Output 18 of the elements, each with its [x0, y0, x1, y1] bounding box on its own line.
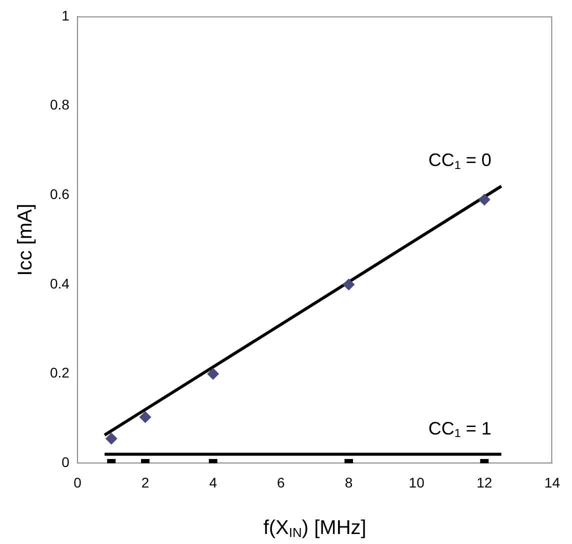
y-axis-title: Icc [mA]	[14, 204, 37, 276]
x-tick-label: 12	[476, 474, 492, 490]
x-tick-label: 8	[344, 474, 353, 490]
y-tick-label: 0.2	[50, 364, 70, 381]
x-tick-label: 14	[544, 474, 560, 490]
x-tick-label: 2	[141, 474, 150, 490]
y-tick-label: 0.8	[50, 96, 70, 113]
point	[342, 278, 355, 290]
point	[478, 194, 490, 206]
x-tick-label: 10	[408, 474, 425, 490]
y-tick-label: 0	[62, 454, 70, 470]
y-tick-label: 0.4	[50, 275, 70, 292]
x-tick-label: 6	[277, 474, 286, 490]
x-tick-label: 4	[209, 474, 218, 490]
x-tick-label: 0	[74, 474, 82, 490]
point	[207, 368, 220, 380]
y-tick-label: 1	[62, 7, 70, 24]
y-tick-label: 0.6	[50, 186, 70, 202]
